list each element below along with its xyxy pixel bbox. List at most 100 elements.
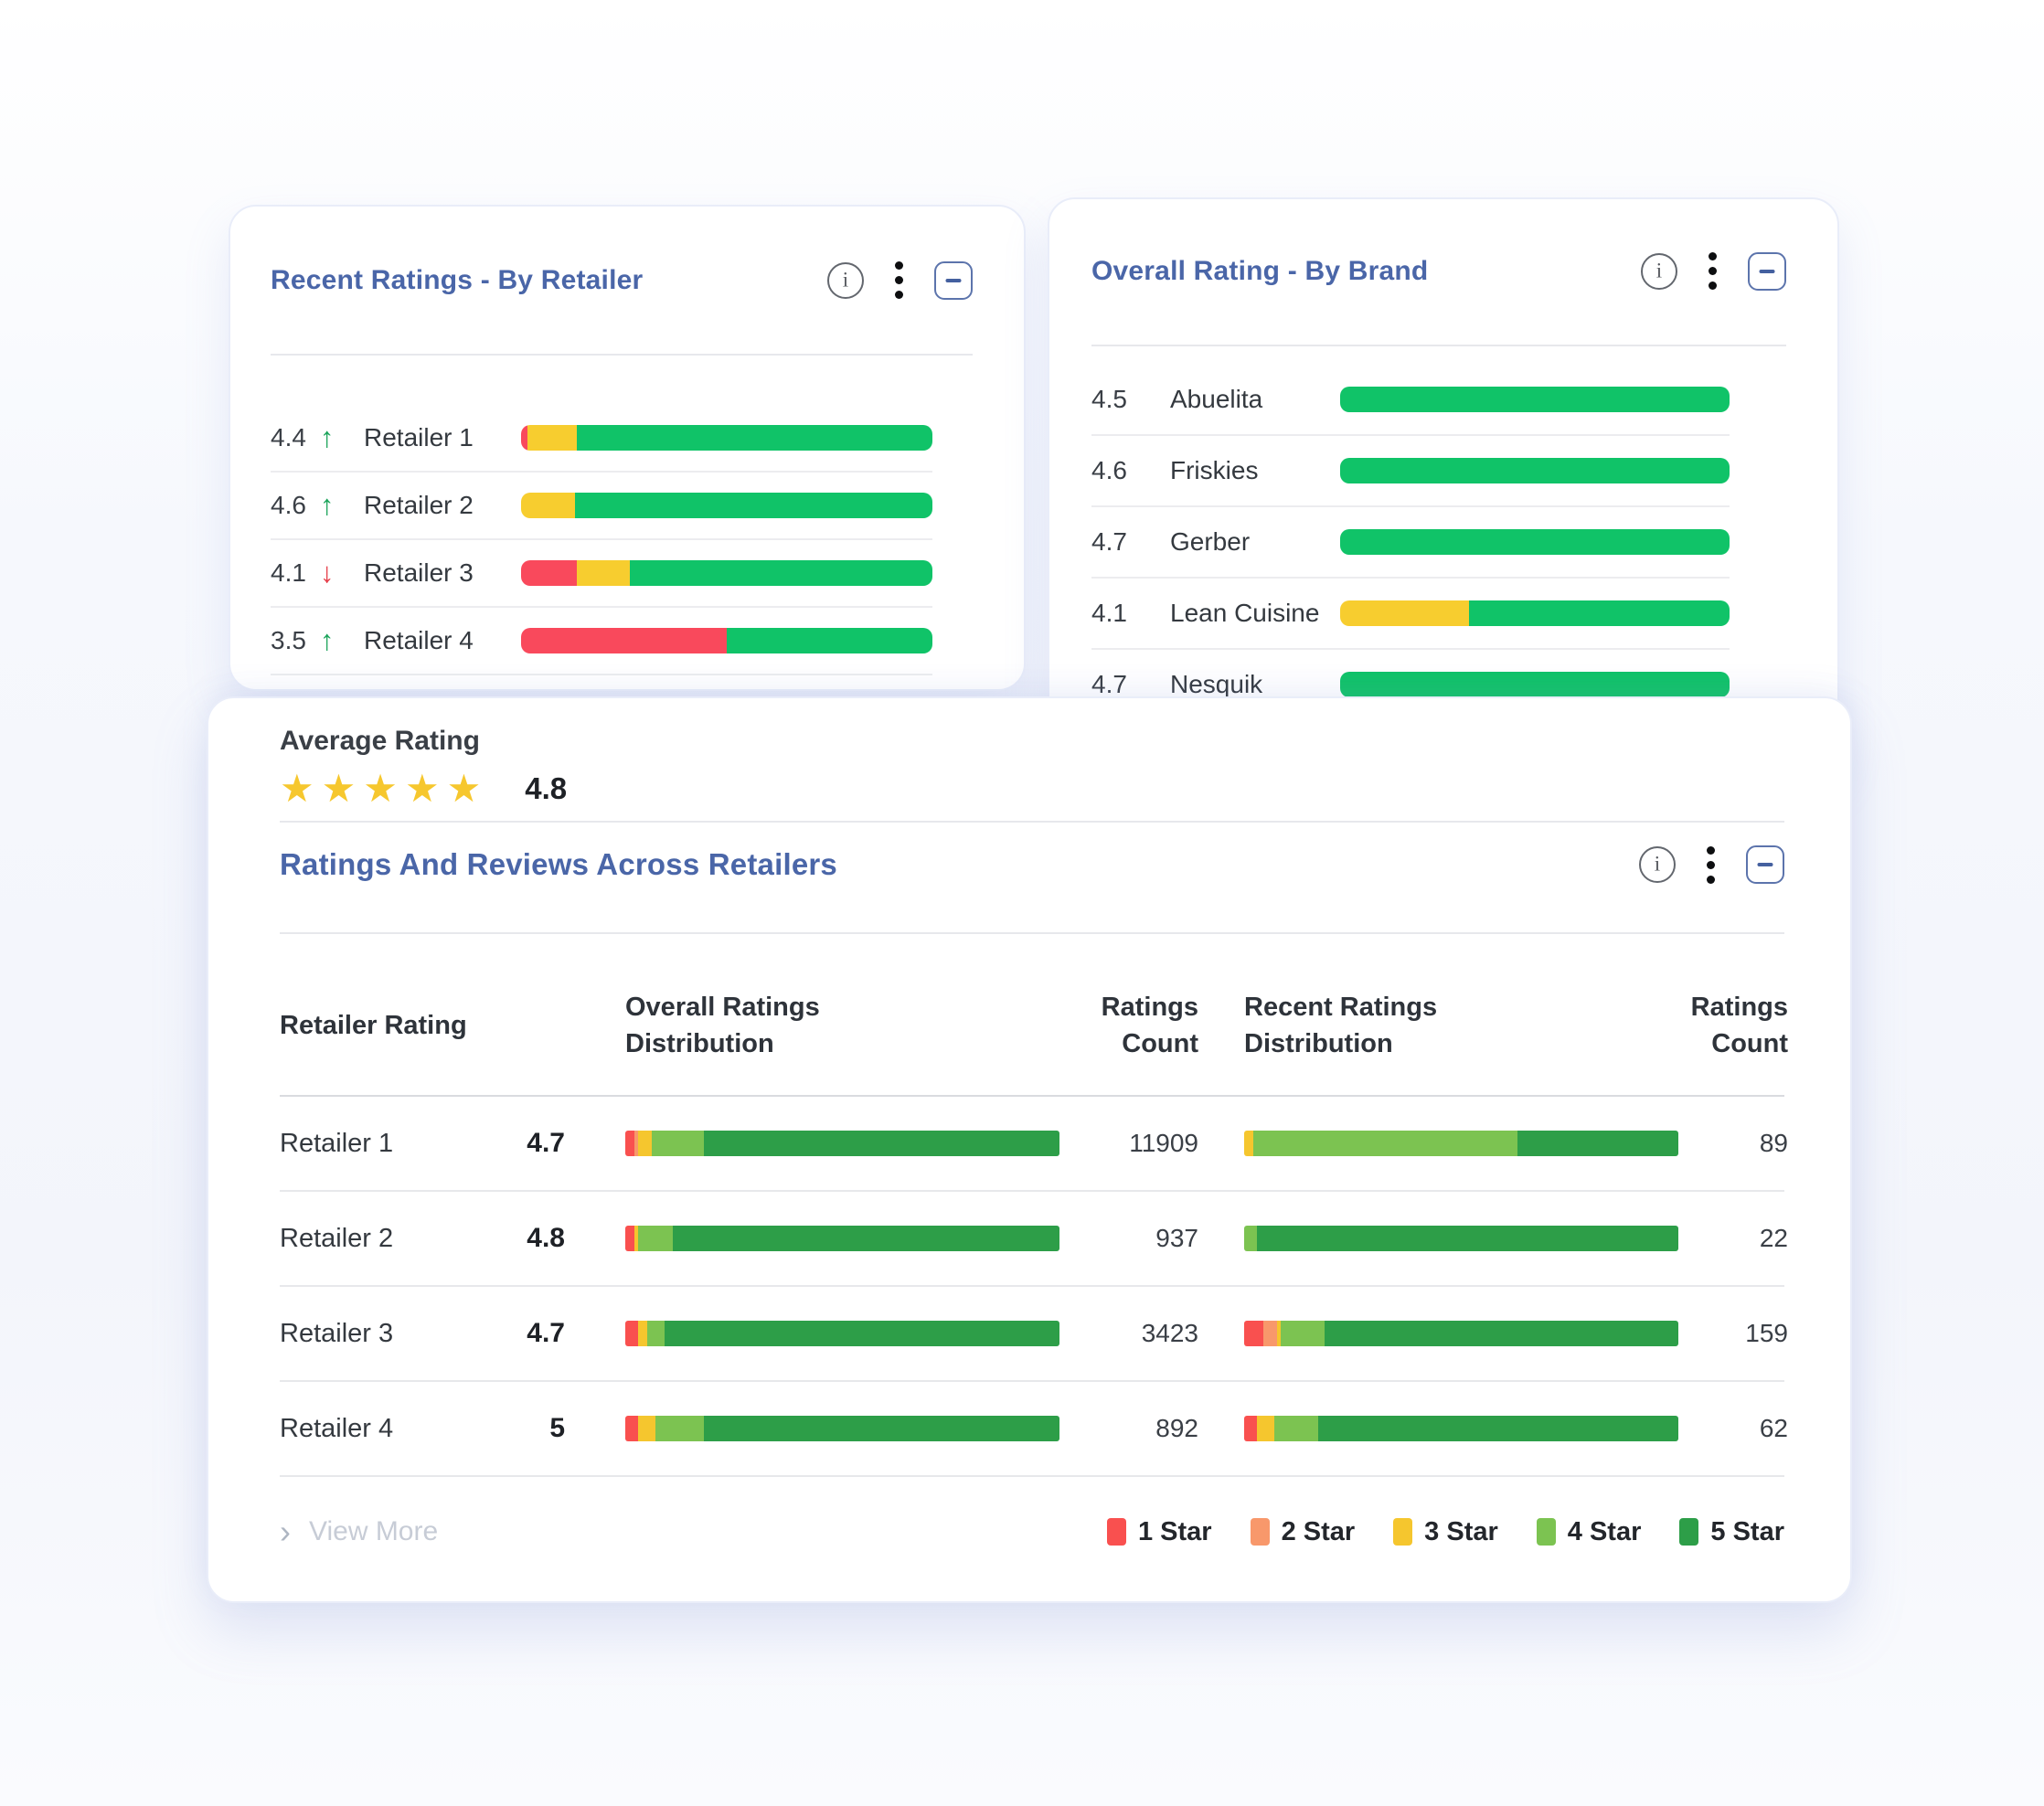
overall-ratings-count: 892 xyxy=(1155,1414,1198,1442)
legend-item: 3 Star xyxy=(1393,1517,1498,1547)
brand-name: Gerber xyxy=(1170,527,1251,556)
rating-value: 4.7 xyxy=(527,1128,565,1158)
chevron-right-icon: › xyxy=(280,1513,291,1550)
rating-value: 4.1 xyxy=(271,558,306,587)
rating-value: 4.7 xyxy=(527,1318,565,1348)
rating-distribution-bar xyxy=(521,560,932,586)
recent-ratings-count: 22 xyxy=(1759,1224,1788,1252)
divider xyxy=(271,354,973,356)
overall-ratings-count: 937 xyxy=(1155,1224,1198,1252)
card-header-actions xyxy=(1641,250,1786,292)
retailer-rating-row: 3.5 ↑ Retailer 4 xyxy=(271,608,932,675)
view-more-label: View More xyxy=(309,1516,439,1546)
rating-value: 4.7 xyxy=(1091,670,1127,698)
collapse-icon[interactable] xyxy=(1748,251,1786,291)
recent-ratings-count: 159 xyxy=(1745,1319,1788,1347)
rating-value: 4.8 xyxy=(527,1223,565,1253)
legend-label: 1 Star xyxy=(1137,1516,1212,1546)
legend-swatch-3-star xyxy=(1393,1518,1413,1546)
column-header-ratings-count: Ratings Count xyxy=(1101,993,1198,1058)
brand-name: Abuelita xyxy=(1170,385,1263,413)
average-rating-row: ★★★★★ 4.8 xyxy=(280,770,1784,808)
trend-up-icon: ↑ xyxy=(320,624,335,656)
trend-down-icon: ↓ xyxy=(320,557,335,589)
menu-kebab-icon[interactable] xyxy=(1707,250,1719,292)
overall-ratings-count: 11909 xyxy=(1129,1129,1198,1157)
retailer-rating-row: 4.1 ↓ Retailer 3 xyxy=(271,540,932,608)
retailer-rating-row: 4.6 ↑ Retailer 2 xyxy=(271,473,932,540)
rating-value: 4.7 xyxy=(1091,527,1127,556)
legend-item: 5 Star xyxy=(1679,1517,1784,1547)
legend-swatch-2-star xyxy=(1250,1518,1270,1546)
retailer-rating-row: 4.4 ↑ Retailer 1 xyxy=(271,405,932,473)
retailer-name: Retailer 4 xyxy=(364,626,474,654)
rating-value: 4.4 xyxy=(271,423,306,452)
recent-distribution-bar xyxy=(1244,1321,1678,1346)
divider xyxy=(1091,345,1786,346)
legend-label: 4 Star xyxy=(1567,1516,1642,1546)
recent-ratings-count: 89 xyxy=(1759,1129,1788,1157)
card-header-actions xyxy=(827,260,973,301)
rating-value: 4.6 xyxy=(1091,456,1127,484)
menu-kebab-icon[interactable] xyxy=(1705,845,1717,886)
overall-distribution-bar xyxy=(625,1226,1059,1251)
overall-distribution-bar xyxy=(625,1321,1059,1346)
average-rating-value: 4.8 xyxy=(525,771,568,805)
retailer-name: Retailer 3 xyxy=(280,1318,394,1348)
trend-up-icon: ↑ xyxy=(320,421,335,453)
divider xyxy=(280,932,1784,934)
rating-distribution-bar xyxy=(1340,529,1730,555)
legend-label: 2 Star xyxy=(1281,1516,1356,1546)
divider xyxy=(280,821,1784,823)
rating-distribution-bar xyxy=(1340,387,1730,412)
table-header-row: Retailer Rating Overall Ratings Distribu… xyxy=(280,989,1788,1097)
legend-item: 1 Star xyxy=(1106,1516,1212,1547)
recent-distribution-bar xyxy=(1244,1226,1678,1251)
rating-distribution-bar xyxy=(521,425,932,451)
card-recent-ratings-by-retailer: Recent Ratings - By Retailer 4.4 ↑ Retai… xyxy=(229,205,1026,691)
legend-swatch-4-star xyxy=(1536,1518,1556,1546)
retailer-name: Retailer 1 xyxy=(280,1128,394,1158)
brand-rating-row: 4.7 Gerber xyxy=(1091,507,1730,579)
recent-distribution-bar xyxy=(1244,1131,1678,1156)
retailer-name: Retailer 2 xyxy=(364,491,474,519)
card-title: Overall Rating - By Brand xyxy=(1091,255,1429,286)
menu-kebab-icon[interactable] xyxy=(893,260,905,301)
column-header-recent-distribution: Recent Ratings Distribution xyxy=(1244,993,1438,1058)
rating-distribution-bar xyxy=(521,628,932,653)
legend-item: 2 Star xyxy=(1250,1516,1356,1547)
column-header-retailer-rating: Retailer Rating xyxy=(280,1011,467,1040)
collapse-icon[interactable] xyxy=(1746,845,1784,884)
brand-rating-row: 4.1 Lean Cuisine xyxy=(1091,579,1730,650)
brand-name: Lean Cuisine xyxy=(1170,599,1320,627)
info-icon[interactable] xyxy=(1641,252,1677,290)
brand-name: Friskies xyxy=(1170,456,1259,484)
collapse-icon[interactable] xyxy=(934,260,973,300)
brand-rows: 4.5 Abuelita 4.6 Friskies 4.7 Gerber 4.1… xyxy=(1049,365,1837,721)
info-icon[interactable] xyxy=(1639,846,1676,883)
info-icon[interactable] xyxy=(827,261,864,299)
legend-item: 4 Star xyxy=(1536,1516,1642,1547)
retailer-name: Retailer 4 xyxy=(280,1413,394,1443)
card-ratings-and-reviews: Average Rating ★★★★★ 4.8 Ratings And Rev… xyxy=(207,696,1852,1603)
retailer-name: Retailer 3 xyxy=(364,558,474,587)
legend-label: 5 Star xyxy=(1710,1516,1784,1546)
recent-ratings-count: 62 xyxy=(1759,1414,1788,1442)
trend-up-icon: ↑ xyxy=(320,489,335,521)
brand-rating-row: 4.6 Friskies xyxy=(1091,436,1730,507)
card-header-actions xyxy=(1639,845,1784,886)
section-title: Ratings And Reviews Across Retailers xyxy=(280,847,837,881)
overall-distribution-bar xyxy=(625,1416,1059,1441)
retailer-rows: 4.4 ↑ Retailer 1 4.6 ↑ Retailer 2 4.1 ↓ … xyxy=(230,405,1024,675)
table-row: Retailer 1 4.7 11909 89 xyxy=(280,1097,1788,1192)
brand-rating-row: 4.5 Abuelita xyxy=(1091,365,1730,436)
rating-value: 5 xyxy=(549,1413,565,1443)
view-more-button[interactable]: › View More xyxy=(280,1513,439,1550)
rating-distribution-bar xyxy=(1340,600,1730,626)
table-row: Retailer 4 5 892 62 xyxy=(280,1382,1788,1477)
rating-distribution-bar xyxy=(521,493,932,518)
rating-value: 4.6 xyxy=(271,491,306,519)
recent-distribution-bar xyxy=(1244,1416,1678,1441)
rating-value: 3.5 xyxy=(271,626,306,654)
rating-value: 4.5 xyxy=(1091,385,1127,413)
